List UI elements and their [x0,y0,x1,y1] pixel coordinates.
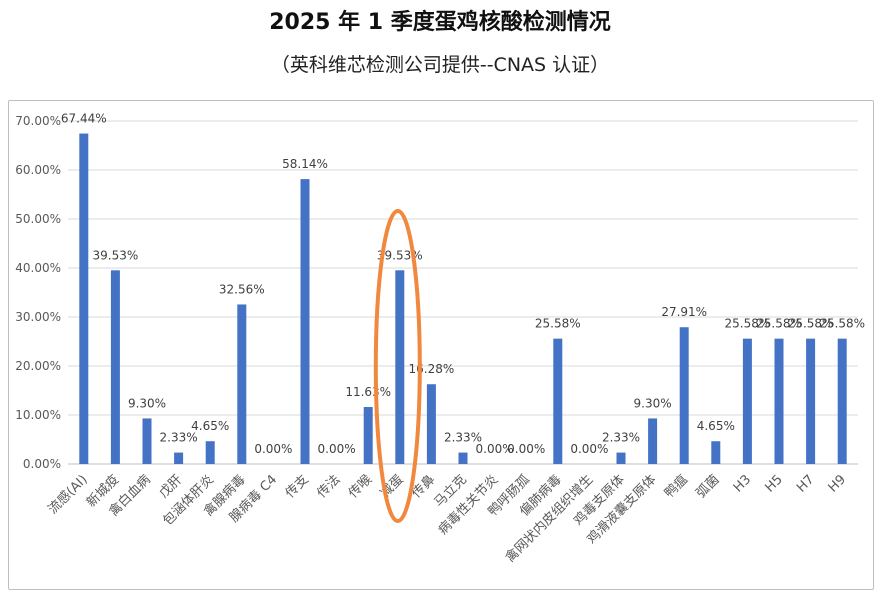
y-tick-label: 0.00% [23,457,61,471]
category-label: 流感(AI) [45,472,91,518]
category-label: 弧菌 [694,472,723,501]
y-tick-label: 40.00% [15,261,61,275]
bar [616,452,626,464]
data-label: 2.33% [602,431,640,445]
data-label: 25.58% [725,317,771,331]
category-label: H7 [794,472,817,495]
data-label: 11.63% [345,385,391,399]
data-label: 0.00% [570,442,608,456]
bar [142,418,152,464]
bar [553,338,563,464]
data-label: 67.44% [61,112,107,126]
data-label: 32.56% [219,282,265,296]
data-label: 0.00% [476,442,514,456]
data-label: 25.58% [756,317,802,331]
bar [426,384,436,464]
highlight-ellipse [373,209,422,523]
y-tick-label: 70.00% [15,114,61,128]
category-label: 传支 [283,472,312,501]
bar [300,179,310,464]
y-tick-label: 60.00% [15,163,61,177]
bar [174,452,184,464]
data-label: 25.58% [819,317,865,331]
data-label: 0.00% [318,442,356,456]
category-label: 传喉 [346,472,375,501]
data-label: 25.58% [535,317,581,331]
bar [395,270,405,464]
bar [679,327,689,464]
data-label: 0.00% [507,442,545,456]
data-label: 39.53% [93,248,139,262]
bar [110,270,120,464]
bar [458,452,468,464]
category-label: H5 [762,472,785,495]
category-label: 鸭瘟 [661,472,691,502]
category-label: H9 [826,472,849,495]
category-label: 传法 [314,472,343,501]
data-label: 9.30% [634,396,672,410]
bar [711,441,721,464]
data-label: 16.28% [409,362,455,376]
bar [205,441,215,464]
bar [237,304,247,464]
bar [837,338,847,464]
y-tick-label: 20.00% [15,359,61,373]
bar [742,338,752,464]
data-label: 9.30% [128,396,166,410]
y-tick-label: 10.00% [15,408,61,422]
y-tick-label: 30.00% [15,310,61,324]
data-label: 27.91% [661,305,707,319]
data-label: 2.33% [444,431,482,445]
category-label: H3 [731,472,754,495]
bar [363,407,373,464]
data-label: 25.58% [788,317,834,331]
bar [648,418,658,464]
bar [79,133,89,464]
data-label: 2.33% [160,431,198,445]
data-label: 0.00% [254,442,292,456]
chart-frame [8,100,874,590]
data-label: 58.14% [282,157,328,171]
bar [774,338,784,464]
bar [806,338,816,464]
chart-subtitle: （英科维芯检测公司提供--CNAS 认证） [270,54,610,76]
y-tick-label: 50.00% [15,212,61,226]
data-label: 4.65% [191,419,229,433]
data-label: 4.65% [697,419,735,433]
chart-title: 2025 年 1 季度蛋鸡核酸检测情况 [269,10,611,35]
